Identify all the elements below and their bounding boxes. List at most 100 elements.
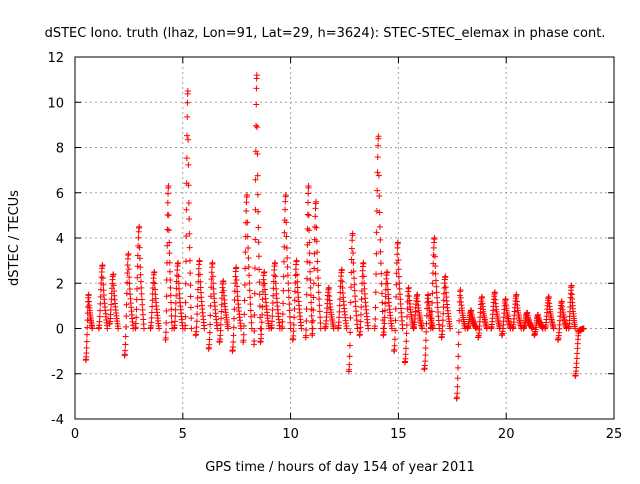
data-point <box>133 296 140 303</box>
data-point <box>98 274 105 281</box>
data-point <box>392 305 399 312</box>
data-point <box>164 226 171 233</box>
y-tick-label: 6 <box>56 187 64 202</box>
data-point <box>197 278 204 285</box>
data-point <box>314 258 321 265</box>
data-point <box>315 282 322 289</box>
data-point <box>428 308 435 315</box>
data-point <box>432 277 439 284</box>
data-point <box>194 294 201 301</box>
data-point <box>148 314 155 321</box>
data-point <box>347 329 354 336</box>
data-point <box>350 249 357 256</box>
data-point <box>373 207 380 214</box>
data-point <box>151 268 158 275</box>
data-point <box>429 290 436 297</box>
data-point <box>432 263 439 270</box>
data-point <box>395 257 402 264</box>
data-point <box>269 299 276 306</box>
data-point <box>193 318 200 325</box>
data-point <box>166 250 173 257</box>
data-point <box>175 273 182 280</box>
data-point <box>248 313 255 320</box>
x-tick-label: 25 <box>606 427 623 442</box>
data-point <box>439 323 446 330</box>
data-point <box>381 314 388 321</box>
y-tick-label: 2 <box>56 277 64 292</box>
data-point <box>291 288 298 295</box>
data-point <box>220 277 227 284</box>
x-tick-label: 15 <box>390 427 407 442</box>
data-point <box>347 299 354 306</box>
data-point <box>282 206 289 213</box>
data-point <box>241 281 248 288</box>
data-point <box>124 261 131 268</box>
data-point <box>137 271 144 278</box>
data-point <box>358 304 365 311</box>
data-point <box>244 233 251 240</box>
data-point <box>197 284 204 291</box>
data-point <box>279 310 286 317</box>
data-point <box>173 292 180 299</box>
data-point <box>255 208 262 215</box>
data-point <box>241 297 248 304</box>
data-point <box>430 252 437 259</box>
data-point <box>392 317 399 324</box>
data-series <box>82 72 587 402</box>
data-point <box>354 325 361 332</box>
data-point <box>206 329 213 336</box>
data-point <box>122 347 129 354</box>
data-point <box>110 271 117 278</box>
data-point <box>248 325 255 332</box>
data-point <box>351 287 358 294</box>
data-point <box>455 329 462 336</box>
data-point <box>270 292 277 299</box>
data-point <box>305 212 312 219</box>
data-point <box>259 296 266 303</box>
data-point <box>393 293 400 300</box>
data-point <box>310 307 317 314</box>
data-point <box>167 292 174 299</box>
data-point <box>308 299 315 306</box>
y-tick-label: -2 <box>51 368 64 383</box>
data-point <box>255 253 262 260</box>
data-point <box>394 251 401 258</box>
data-point <box>165 190 172 197</box>
data-point <box>285 287 292 294</box>
data-point <box>286 307 293 314</box>
data-point <box>256 266 263 273</box>
data-point <box>422 345 429 352</box>
data-point <box>402 351 409 358</box>
data-point <box>315 289 322 296</box>
data-point <box>187 304 194 311</box>
data-point <box>423 328 430 335</box>
data-point <box>206 341 213 348</box>
data-point <box>166 239 173 246</box>
data-point <box>502 296 509 303</box>
data-point <box>83 344 90 351</box>
data-point <box>241 311 248 318</box>
data-point <box>194 303 201 310</box>
data-point <box>225 325 232 332</box>
data-point <box>456 317 463 324</box>
data-point <box>122 341 129 348</box>
data-point <box>173 272 180 279</box>
data-point <box>422 337 429 344</box>
data-point <box>187 293 194 300</box>
data-point <box>285 294 292 301</box>
data-point <box>123 313 130 320</box>
data-point <box>347 314 354 321</box>
data-point <box>256 291 263 298</box>
data-point <box>336 296 343 303</box>
data-point <box>245 263 252 270</box>
data-point <box>431 253 438 260</box>
data-point <box>454 390 461 397</box>
data-point <box>306 259 313 266</box>
data-point <box>84 317 91 324</box>
data-point <box>454 383 461 390</box>
x-tick-label: 0 <box>71 427 79 442</box>
data-point <box>372 304 379 311</box>
data-point <box>292 272 299 279</box>
data-point <box>125 250 132 257</box>
data-point <box>168 306 175 313</box>
